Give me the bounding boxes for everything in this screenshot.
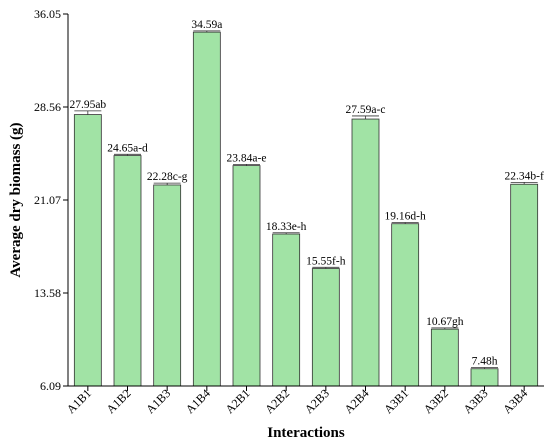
x-tick-label: A2B2 xyxy=(262,386,292,416)
data-label: 27.59a-c xyxy=(346,104,386,116)
y-tick-label: 28.56 xyxy=(34,100,61,114)
bar-a1b1 xyxy=(73,114,102,387)
data-label: 22.28c-g xyxy=(147,171,188,183)
bar-a2b1 xyxy=(232,165,261,387)
bar-a2b4 xyxy=(351,118,380,387)
y-axis-title: Average dry biomass (g) xyxy=(8,122,24,277)
y-axis-ticks: 6.09 13.58 21.07 28.56 36.05 xyxy=(34,7,68,393)
bar-a1b4 xyxy=(192,31,221,387)
x-axis-title: Interactions xyxy=(267,425,345,441)
x-tick-label: A1B1 xyxy=(64,386,94,416)
x-axis-ticks: A1B1 A1B2 A1B3 A1B4 A2B1 A2B2 A2B3 A2B4 A3B1 A3B2… xyxy=(64,386,530,416)
data-label: 7.48h xyxy=(472,355,498,367)
data-label: 27.95ab xyxy=(69,99,106,111)
data-label: 18.33e-h xyxy=(266,221,307,233)
bar-a3b2 xyxy=(430,328,459,387)
data-label: 22.34b-f xyxy=(505,170,544,182)
x-tick-label: A2B4 xyxy=(341,386,371,416)
y-tick-label: 6.09 xyxy=(40,379,61,393)
bar-a1b3 xyxy=(153,184,182,387)
data-label: 19.16d-h xyxy=(385,210,426,222)
bar-a3b3 xyxy=(470,368,499,387)
data-label: 10.67gh xyxy=(426,316,464,328)
bars: 27.95ab 24.65a-d 22.28c-g 34.59a 23.84a-e 18.… xyxy=(69,19,544,387)
x-tick-label: A2B3 xyxy=(302,386,332,416)
y-tick-label: 36.05 xyxy=(34,7,61,21)
x-tick-label: A1B4 xyxy=(183,386,213,416)
data-label: 15.55f-h xyxy=(306,255,346,267)
x-tick-label: A1B3 xyxy=(143,386,173,416)
x-tick-label: A3B3 xyxy=(460,386,490,416)
y-tick-label: 13.58 xyxy=(34,286,61,300)
data-label: 24.65a-d xyxy=(107,142,148,154)
bar-a2b2 xyxy=(272,233,301,387)
x-tick-label: A3B1 xyxy=(381,386,411,416)
x-tick-label: A2B1 xyxy=(222,386,252,416)
x-tick-label: A3B2 xyxy=(421,386,451,416)
bar-a3b1 xyxy=(391,223,420,387)
bar-a1b2 xyxy=(113,155,142,387)
bar-a2b3 xyxy=(311,268,340,387)
x-tick-label: A3B4 xyxy=(500,386,530,416)
data-label: 34.59a xyxy=(191,19,222,31)
x-tick-label: A1B2 xyxy=(103,386,133,416)
data-label: 23.84a-e xyxy=(227,152,267,164)
y-tick-label: 21.07 xyxy=(34,193,61,207)
bar-a3b4 xyxy=(510,183,539,387)
